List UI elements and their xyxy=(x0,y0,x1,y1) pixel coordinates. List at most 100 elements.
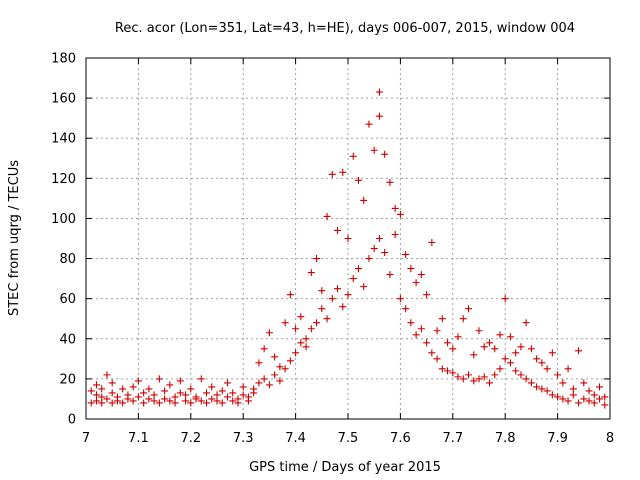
data-point xyxy=(444,367,452,375)
data-point xyxy=(281,365,289,373)
data-point xyxy=(197,375,205,383)
data-point xyxy=(313,255,321,263)
data-point xyxy=(155,375,163,383)
x-axis-label: GPS time / Days of year 2015 xyxy=(249,460,441,475)
data-point xyxy=(575,399,583,407)
data-point xyxy=(402,251,410,259)
data-point xyxy=(334,285,342,293)
data-point xyxy=(459,315,467,323)
data-point xyxy=(339,168,347,176)
data-point xyxy=(517,343,525,351)
data-point xyxy=(239,383,247,391)
data-point xyxy=(590,391,598,399)
data-point xyxy=(506,333,514,341)
data-point xyxy=(559,379,567,387)
data-point xyxy=(134,377,142,385)
data-point xyxy=(223,393,231,401)
data-point xyxy=(323,212,331,220)
data-point xyxy=(271,371,279,379)
data-point xyxy=(559,395,567,403)
data-point xyxy=(396,210,404,218)
data-point xyxy=(449,369,457,377)
data-point xyxy=(229,389,237,397)
data-point xyxy=(396,295,404,303)
data-point xyxy=(302,343,310,351)
data-point xyxy=(92,397,100,405)
data-point xyxy=(218,387,226,395)
data-point xyxy=(265,329,273,337)
data-point xyxy=(470,377,478,385)
data-point xyxy=(554,371,562,379)
data-point xyxy=(527,379,535,387)
y-tick-label: 0 xyxy=(68,413,76,428)
x-tick-label: 7.5 xyxy=(338,431,359,446)
data-point xyxy=(433,327,441,335)
data-point xyxy=(485,339,493,347)
data-point xyxy=(161,387,169,395)
y-tick-label: 60 xyxy=(59,292,76,307)
data-point xyxy=(501,355,509,363)
data-point xyxy=(192,393,200,401)
data-point xyxy=(354,176,362,184)
data-point xyxy=(108,399,116,407)
x-tick-label: 7.8 xyxy=(495,431,516,446)
data-point xyxy=(182,397,190,405)
data-point xyxy=(564,397,572,405)
data-point xyxy=(150,397,158,405)
data-point xyxy=(475,327,483,335)
data-point xyxy=(391,230,399,238)
data-point xyxy=(533,383,541,391)
data-point xyxy=(98,385,106,393)
data-point xyxy=(129,383,137,391)
x-tick-label: 7.4 xyxy=(285,431,306,446)
data-point xyxy=(491,371,499,379)
data-point xyxy=(538,359,546,367)
data-point xyxy=(218,399,226,407)
data-point xyxy=(554,393,562,401)
x-tick-label: 7.7 xyxy=(442,431,463,446)
y-tick-label: 80 xyxy=(59,252,76,267)
data-point xyxy=(244,397,252,405)
chart-title: Rec. acor (Lon=351, Lat=43, h=HE), days … xyxy=(115,21,575,36)
data-point xyxy=(580,379,588,387)
data-point xyxy=(370,146,378,154)
y-tick-label: 140 xyxy=(51,132,76,147)
data-point xyxy=(344,235,352,242)
data-point xyxy=(297,313,305,321)
data-point xyxy=(575,347,583,355)
data-point xyxy=(548,349,556,357)
data-point xyxy=(459,375,467,383)
x-tick-label: 7 xyxy=(82,431,90,446)
data-point xyxy=(412,279,420,287)
data-point xyxy=(585,387,593,395)
data-point xyxy=(197,397,205,405)
data-point xyxy=(124,395,132,403)
data-point xyxy=(108,379,116,387)
y-tick-label: 20 xyxy=(59,372,76,387)
data-point xyxy=(569,385,577,393)
data-point xyxy=(208,395,216,403)
data-point xyxy=(255,359,263,367)
data-point xyxy=(449,345,457,353)
data-point xyxy=(145,395,153,403)
data-point xyxy=(417,325,425,333)
data-point xyxy=(297,339,305,347)
data-point xyxy=(187,399,195,407)
data-point xyxy=(569,391,577,399)
data-point xyxy=(313,319,321,327)
data-point xyxy=(265,381,273,389)
data-point xyxy=(375,88,383,96)
x-tick-label: 7.6 xyxy=(390,431,411,446)
data-point xyxy=(522,319,530,327)
data-point xyxy=(438,365,446,373)
data-point xyxy=(391,204,399,212)
data-point xyxy=(538,385,546,393)
data-point xyxy=(517,371,525,379)
data-point xyxy=(386,271,394,279)
data-point xyxy=(166,397,174,405)
data-point xyxy=(328,295,336,303)
data-point xyxy=(349,275,357,283)
data-point xyxy=(318,287,326,295)
y-tick-label: 100 xyxy=(51,212,76,227)
tick-layer: 7 7.1 7.2 7.3 7.4 7.5 7.6 7.7 7.8 7.9 802040608010… xyxy=(51,52,614,447)
